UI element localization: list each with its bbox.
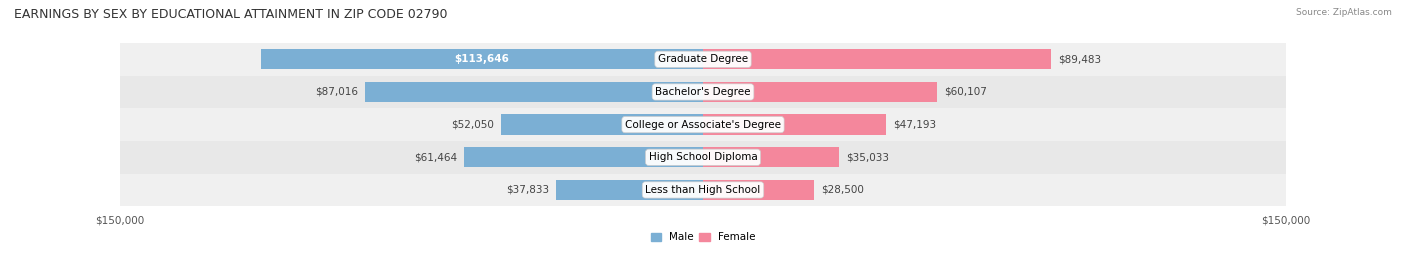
Text: $113,646: $113,646 [454,54,509,64]
Bar [120,76,1286,108]
Text: Graduate Degree: Graduate Degree [658,54,748,64]
Text: $52,050: $52,050 [451,120,494,130]
Text: $47,193: $47,193 [893,120,936,130]
Text: EARNINGS BY SEX BY EDUCATIONAL ATTAINMENT IN ZIP CODE 02790: EARNINGS BY SEX BY EDUCATIONAL ATTAINMEN… [14,8,447,21]
Bar [501,114,703,135]
Text: Less than High School: Less than High School [645,185,761,195]
Bar [703,82,936,102]
Text: Bachelor's Degree: Bachelor's Degree [655,87,751,97]
Text: High School Diploma: High School Diploma [648,152,758,162]
Bar [703,147,839,168]
Bar [120,108,1286,141]
Bar [555,180,703,200]
Text: $60,107: $60,107 [943,87,987,97]
Bar [703,114,886,135]
Bar [464,147,703,168]
Text: $89,483: $89,483 [1057,54,1101,64]
Bar [262,49,703,69]
Bar [120,141,1286,174]
Bar [364,82,703,102]
Bar [703,49,1050,69]
Bar [703,180,814,200]
Text: $37,833: $37,833 [506,185,548,195]
Legend: Male, Female: Male, Female [647,228,759,246]
Bar [120,174,1286,206]
Text: $87,016: $87,016 [315,87,357,97]
Bar [120,43,1286,76]
Text: $35,033: $35,033 [846,152,889,162]
Text: $61,464: $61,464 [413,152,457,162]
Text: College or Associate's Degree: College or Associate's Degree [626,120,780,130]
Text: $28,500: $28,500 [821,185,863,195]
Text: Source: ZipAtlas.com: Source: ZipAtlas.com [1296,8,1392,17]
